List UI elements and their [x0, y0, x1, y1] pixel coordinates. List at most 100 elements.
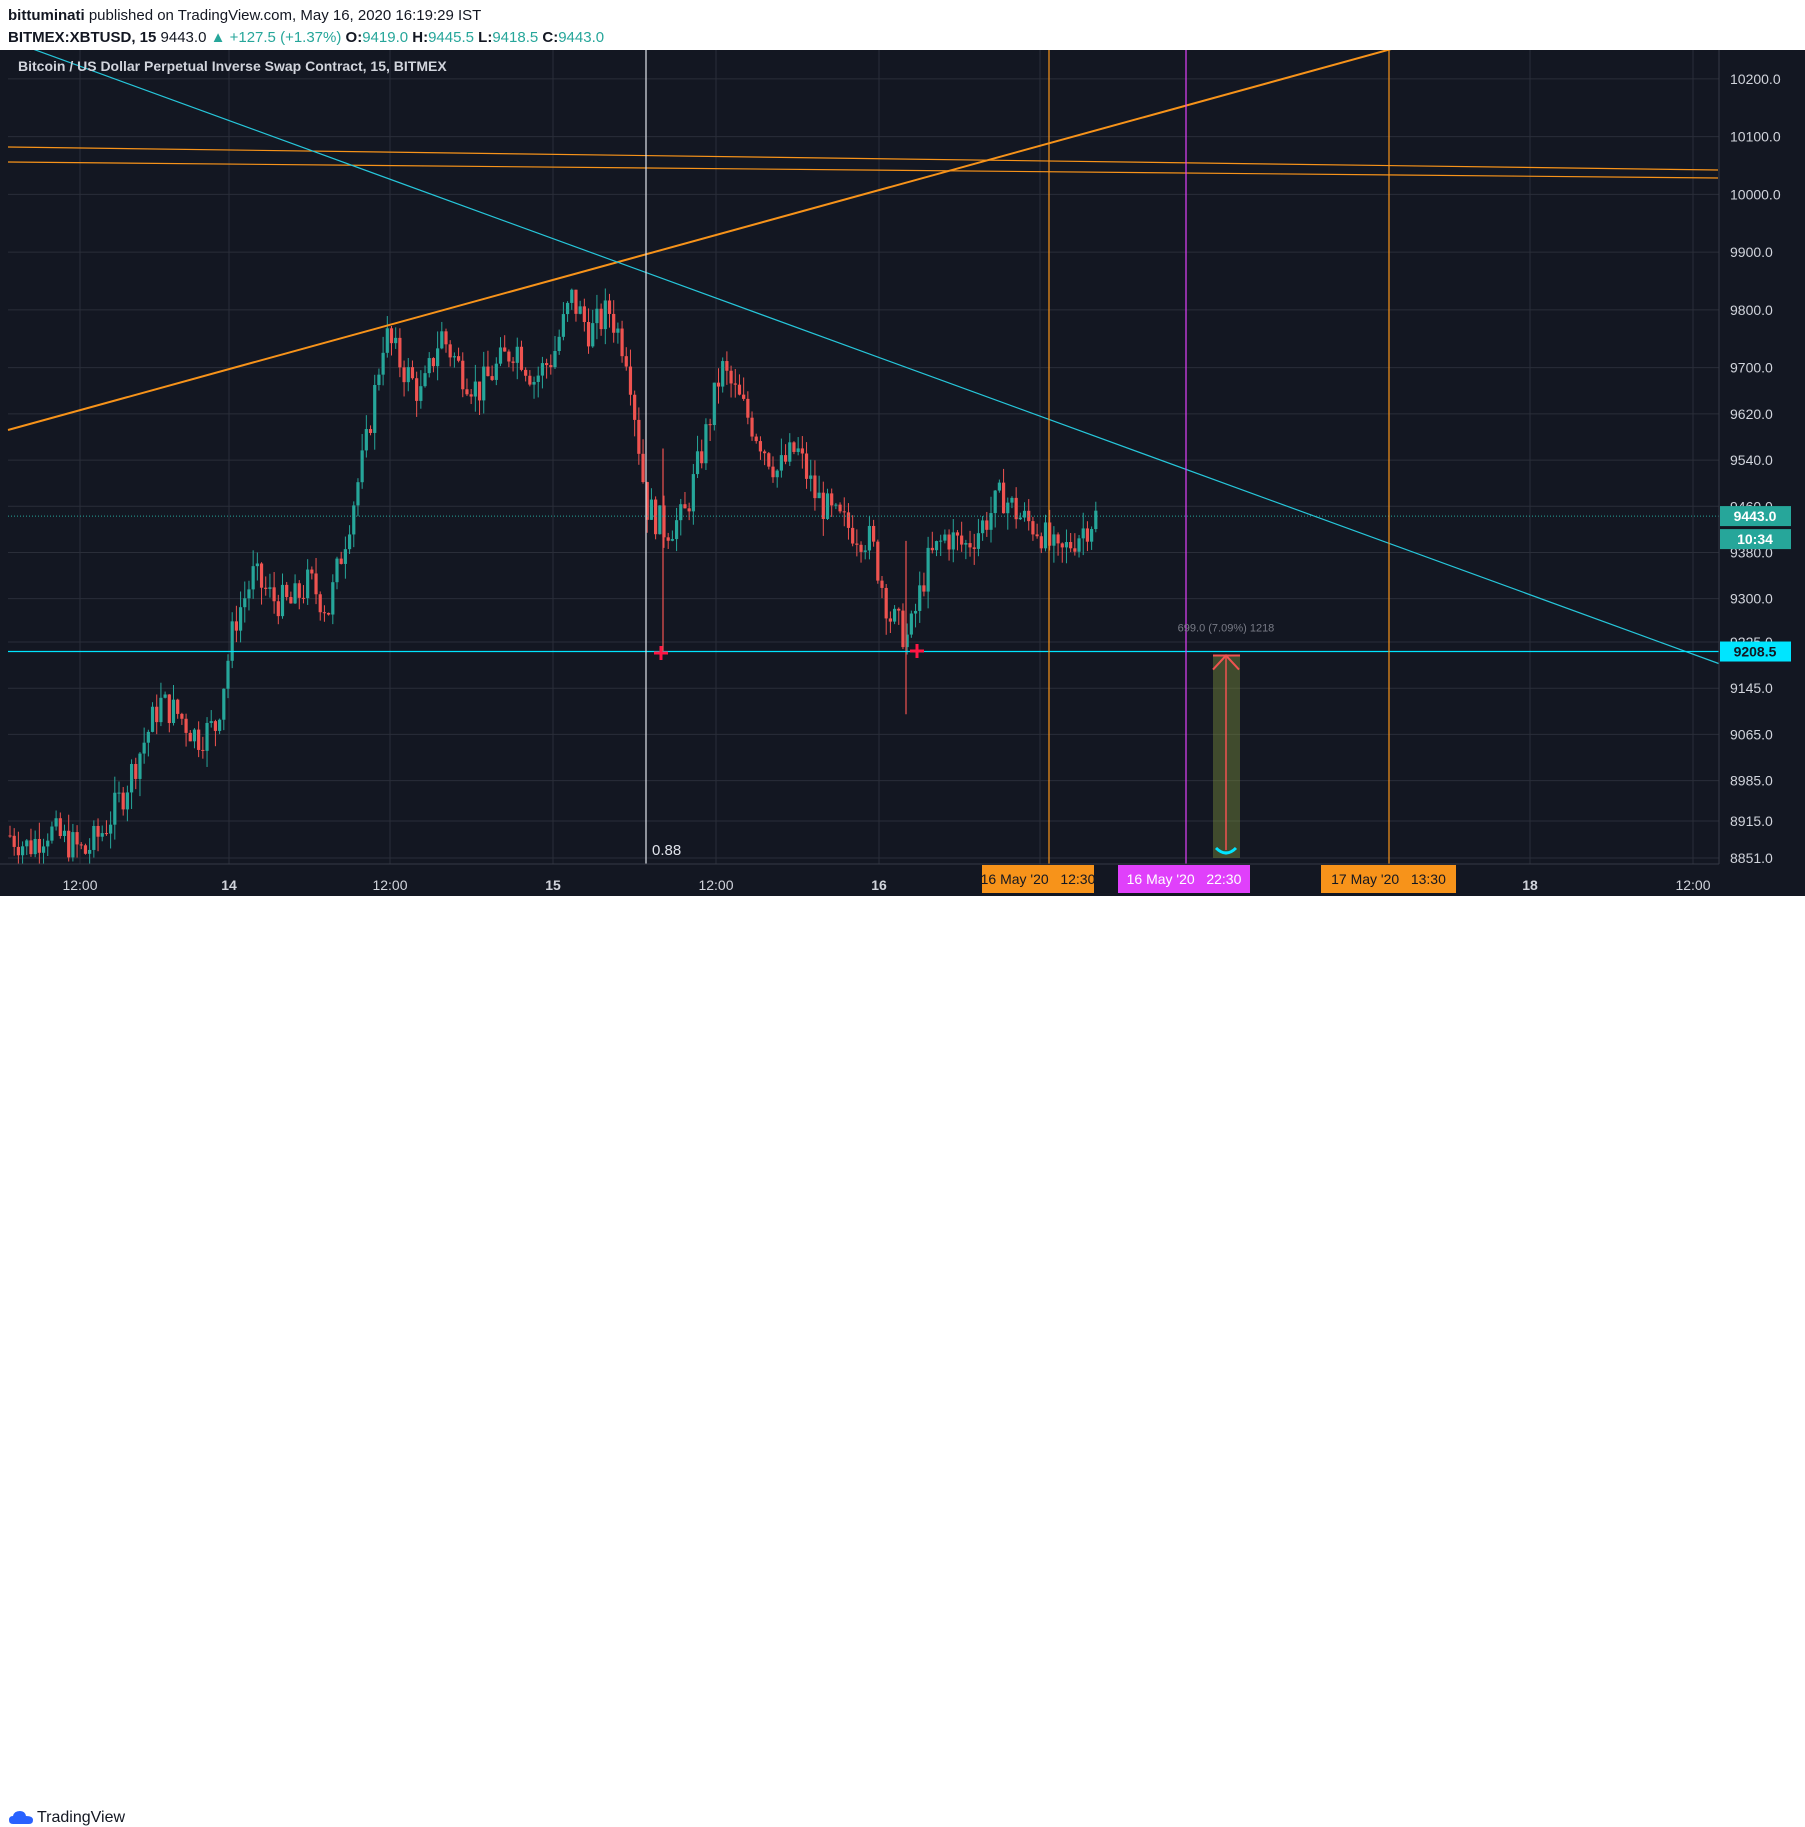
candle-body: [201, 749, 205, 751]
price-change: ▲ +127.5 (+1.37%): [210, 29, 342, 46]
candle-body: [477, 381, 482, 401]
candle-body: [645, 482, 649, 520]
candle-body: [1043, 522, 1048, 549]
candle-body: [511, 361, 515, 363]
candle-body: [892, 608, 897, 622]
candle-body: [138, 753, 142, 779]
tradingview-logo[interactable]: TradingView: [9, 1809, 125, 1827]
candle-body: [306, 569, 310, 599]
candle-body: [402, 367, 406, 383]
candle-body: [327, 612, 331, 615]
candle-body: [1056, 534, 1060, 544]
candle-body: [934, 541, 939, 551]
orange-trendline: [7, 50, 1392, 431]
candle-body: [943, 534, 947, 541]
candle-body: [591, 323, 595, 347]
candle-body: [113, 792, 117, 825]
author-name[interactable]: bittuminati: [8, 7, 85, 24]
candle-body: [280, 584, 285, 617]
candle-body: [444, 331, 448, 345]
candle-body: [197, 729, 201, 750]
price-tick-label: 9300.0: [1730, 591, 1773, 607]
candle-body: [1022, 510, 1027, 518]
candle-body: [503, 347, 507, 352]
projection-text: 699.0 (7.09%) 1218: [1178, 623, 1275, 635]
candle-body: [46, 840, 50, 847]
candle-body: [129, 763, 134, 793]
candle-body: [62, 830, 67, 837]
price-tick-label: 8985.0: [1730, 773, 1773, 789]
candle-body: [788, 442, 792, 462]
candle-body: [800, 448, 804, 454]
candle-body: [574, 289, 578, 314]
candle-body: [901, 610, 905, 648]
candle-body: [213, 721, 218, 731]
candle-body: [557, 336, 561, 352]
support-price-badge-bg: [1720, 641, 1791, 662]
time-tick-label: 14: [221, 877, 237, 893]
candle-body: [691, 474, 695, 512]
candle-body: [314, 573, 318, 595]
candle-body: [586, 322, 591, 347]
candle-body: [188, 732, 192, 742]
countdown-badge: 10:34: [1737, 531, 1773, 547]
candle-body: [515, 346, 519, 363]
candle-body: [654, 499, 658, 535]
candle-body: [553, 351, 557, 368]
candle-body: [180, 713, 184, 719]
high-value: 9445.5: [428, 29, 474, 46]
countdown-badge-bg: [1720, 529, 1791, 550]
candle-body: [448, 344, 452, 358]
candle-body: [83, 845, 88, 854]
candle-body: [289, 597, 293, 604]
candle-body: [146, 731, 150, 743]
candle-body: [855, 543, 859, 545]
candle-body: [205, 722, 209, 751]
candle-body: [218, 719, 222, 731]
candle-body: [545, 363, 549, 366]
candle-body: [1064, 542, 1069, 548]
candle-body: [616, 328, 620, 333]
time-tick-label: 12:00: [372, 877, 407, 893]
date-marker-bg: [1118, 865, 1250, 893]
candle-body: [670, 539, 674, 541]
candle-body: [549, 365, 553, 368]
candle-body: [1039, 536, 1043, 549]
published-text: published on TradingView.com, May 16, 20…: [88, 7, 482, 24]
candle-body: [238, 607, 243, 631]
candle-body: [222, 688, 226, 720]
candle-body: [817, 492, 821, 499]
orange-resistance-1: [7, 146, 1719, 171]
candle-body: [700, 451, 704, 464]
price-axis[interactable]: 10200.0 10100.0 10000.0 9900.0 9800.0 9700.0 9…: [1718, 50, 1805, 896]
candle-body: [867, 525, 872, 551]
candle-body: [834, 504, 838, 506]
candle-body: [498, 347, 503, 364]
price-chart[interactable]: 0.88 699.0 (7.09%) 1218 10200.0 10100.0 100…: [0, 50, 1805, 896]
candle-body: [100, 833, 104, 837]
candle-body: [821, 492, 825, 519]
candle-body: [301, 597, 306, 599]
drawings: 0.88 699.0 (7.09%) 1218: [7, 50, 1721, 864]
orange-resistance-2: [7, 161, 1719, 179]
candle-body: [830, 493, 834, 506]
candle-body: [1069, 542, 1073, 549]
candle-body: [746, 398, 750, 418]
candle-body: [394, 337, 398, 344]
candle-body: [532, 381, 536, 385]
candle-body: [519, 346, 524, 370]
candle-body: [385, 328, 389, 353]
candle-body: [96, 825, 100, 837]
symbol-label[interactable]: BITMEX:XBTUSD, 15: [8, 29, 157, 46]
candle-body: [243, 598, 247, 608]
candle-body: [1077, 538, 1081, 552]
candle-body: [712, 382, 716, 426]
candle-body: [981, 520, 985, 534]
candle-body: [649, 499, 654, 520]
candle-body: [767, 453, 771, 467]
date-marker-label: 16 May '20 22:30: [1127, 871, 1242, 887]
candle-body: [1060, 543, 1064, 548]
candle-body: [687, 508, 691, 512]
candle-body: [58, 818, 62, 837]
